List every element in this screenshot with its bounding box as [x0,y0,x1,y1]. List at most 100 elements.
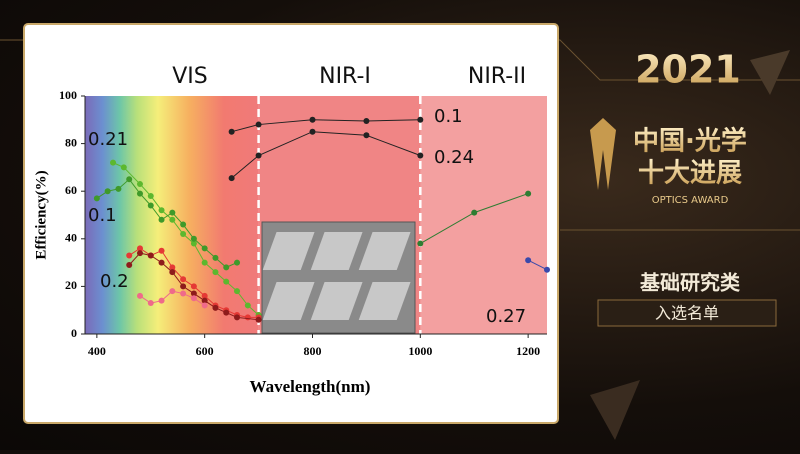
data-point [223,278,230,285]
data-point [110,159,117,166]
data-point [136,250,143,257]
y-tick-label: 80 [65,135,77,149]
sem-pillars [358,282,411,320]
data-point [244,302,251,309]
logo [590,118,616,190]
y-tick-label: 0 [71,326,77,340]
data-point [158,216,165,223]
annotation: 0.1 [434,106,463,127]
data-point [201,297,208,304]
data-point [190,240,197,247]
annotation: 0.24 [434,147,474,168]
year: 2021 [635,48,741,92]
data-point [190,235,197,242]
data-point [228,128,235,135]
title-line-1: 中国·光学 [633,126,747,157]
sem-pillars [262,282,315,320]
data-point [417,152,424,159]
data-point [169,269,176,276]
data-point [255,152,262,159]
data-point [93,195,100,202]
data-point [212,304,219,311]
data-point [158,297,165,304]
data-point [120,164,127,171]
nir2-band [420,96,547,334]
data-point [234,288,241,295]
data-point [234,259,241,266]
data-point [115,185,122,192]
data-point [190,295,197,302]
data-point [363,117,370,124]
x-tick-label: 400 [88,344,106,358]
series-line [527,259,548,271]
data-point [234,314,241,321]
data-point [136,292,143,299]
x-tick-label: 800 [303,344,321,358]
data-point [255,316,262,323]
data-point [525,190,532,197]
data-point [158,247,165,254]
data-point [180,283,187,290]
annotation: 0.27 [486,306,526,327]
data-point [158,259,165,266]
data-point [147,252,154,259]
data-point [309,128,316,135]
annotation: 0.1 [88,205,117,226]
data-point [223,309,230,316]
y-tick-label: 60 [65,183,77,197]
data-point [244,314,251,321]
data-point [309,116,316,123]
y-tick-label: 100 [59,88,77,102]
title-line-2: 十大进展 [638,159,742,189]
plot: VIS NIR-I NIR-II 0 20 40 60 80 100 400 600 800 1000 1… [33,64,550,396]
data-point [147,192,154,199]
data-point [212,269,219,276]
category: 基础研究类 [640,271,740,295]
decor-shape [750,50,790,95]
data-point [169,288,176,295]
data-point [147,300,154,307]
sem-pillars [262,232,315,270]
x-axis-label: Wavelength(nm) [250,377,371,396]
data-point [169,209,176,216]
sem-pillars [310,282,363,320]
region-label: VIS [172,64,208,89]
data-point [417,116,424,123]
data-point [169,264,176,271]
x-tick-label: 1000 [408,344,432,358]
data-point [158,207,165,214]
data-point [223,264,230,271]
data-point [126,176,133,183]
region-label: NIR-II [468,64,526,89]
data-point [126,252,133,259]
data-point [147,202,154,209]
data-point [169,216,176,223]
data-point [180,290,187,297]
data-point [201,292,208,299]
data-point [136,181,143,188]
sem-pillars [310,232,363,270]
x-tick-label: 600 [196,344,214,358]
data-point [201,302,208,309]
data-point [180,276,187,283]
data-point [212,254,219,261]
sem-pillars [358,232,411,270]
data-point [417,240,424,247]
data-point [126,261,133,268]
data-point [525,257,532,264]
data-point [201,245,208,252]
data-point [190,290,197,297]
subtitle: OPTICS AWARD [652,195,729,206]
data-point [544,266,550,273]
data-point [180,231,187,238]
x-tick-label: 1200 [516,344,540,358]
y-axis-label: Efficiency(%) [33,170,49,259]
annotation: 0.2 [100,271,129,292]
decor-shape [590,380,640,440]
data-point [180,221,187,228]
status-box [597,299,777,327]
data-point [363,132,370,139]
status: 入选名单 [655,304,719,323]
